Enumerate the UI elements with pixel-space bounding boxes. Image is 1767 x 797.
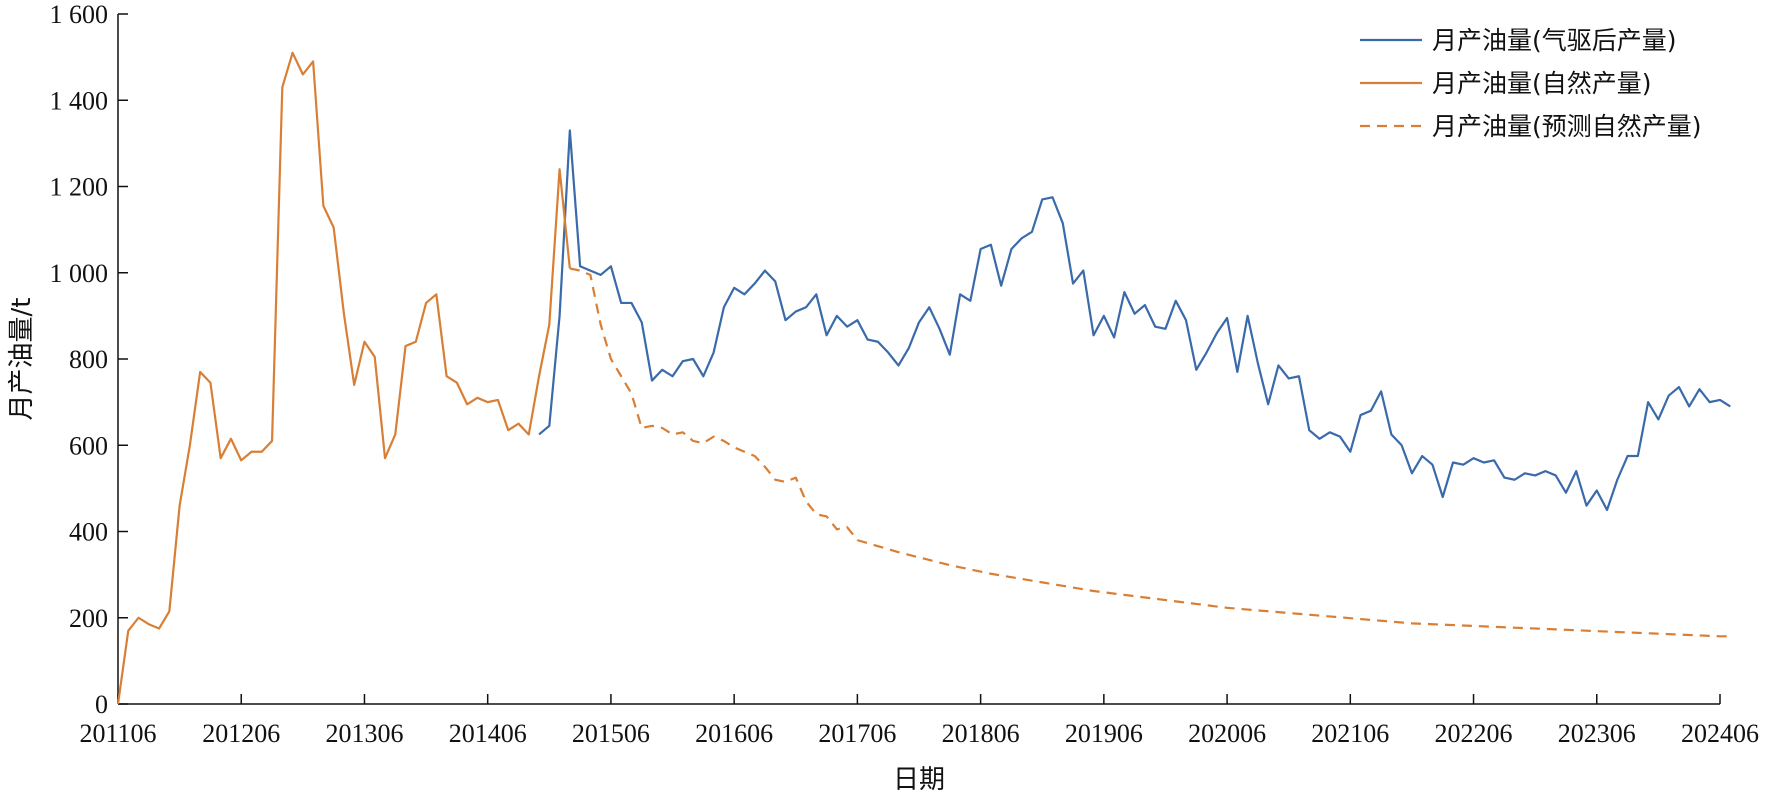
y-tick-label: 200	[69, 604, 108, 633]
y-axis-ticks: 0 200 400 600 800 1 000 1 200 1 400 1 600	[50, 0, 128, 719]
x-axis-title: 日期	[893, 765, 945, 795]
x-tick-label: 202406	[1681, 719, 1759, 748]
legend-entry-forecast: 月产油量(预测自然产量)	[1360, 112, 1702, 141]
x-tick-label: 202206	[1435, 719, 1513, 748]
legend-label-natural: 月产油量(自然产量)	[1432, 69, 1652, 98]
x-tick-label: 201806	[942, 719, 1020, 748]
y-tick-label: 0	[95, 690, 108, 719]
x-tick-label: 201406	[449, 719, 527, 748]
y-tick-label: 1 400	[50, 86, 109, 115]
x-tick-label: 202306	[1558, 719, 1636, 748]
x-tick-label: 201106	[79, 719, 156, 748]
legend-entry-gas-drive: 月产油量(气驱后产量)	[1360, 26, 1677, 55]
y-tick-label: 1 600	[50, 0, 109, 29]
x-tick-label: 201606	[695, 719, 773, 748]
x-axis-ticks: 201106 201206 201306 201406 201506 201606 2017…	[79, 694, 1759, 748]
legend: 月产油量(气驱后产量) 月产油量(自然产量) 月产油量(预测自然产量)	[1360, 26, 1702, 141]
y-tick-label: 1 200	[50, 173, 109, 202]
series-line-gas-drive	[538, 129, 1731, 512]
x-tick-label: 201506	[572, 719, 650, 748]
x-tick-label: 201306	[325, 719, 403, 748]
x-tick-label: 202106	[1311, 719, 1389, 748]
y-tick-label: 800	[69, 345, 108, 374]
legend-label-gas-drive: 月产油量(气驱后产量)	[1432, 26, 1677, 55]
x-tick-label: 201706	[818, 719, 896, 748]
x-tick-label: 201206	[202, 719, 280, 748]
series-layer	[116, 51, 1731, 705]
legend-entry-natural: 月产油量(自然产量)	[1360, 69, 1652, 98]
x-tick-label: 202006	[1188, 719, 1266, 748]
series-line-natural	[116, 51, 571, 705]
y-tick-label: 600	[69, 431, 108, 460]
y-tick-label: 400	[69, 518, 108, 547]
x-tick-label: 201906	[1065, 719, 1143, 748]
legend-label-forecast: 月产油量(预测自然产量)	[1432, 112, 1702, 141]
y-axis-title: 月产油量/t	[7, 298, 37, 421]
y-tick-label: 1 000	[50, 259, 109, 288]
series-line-forecast	[569, 267, 1731, 638]
